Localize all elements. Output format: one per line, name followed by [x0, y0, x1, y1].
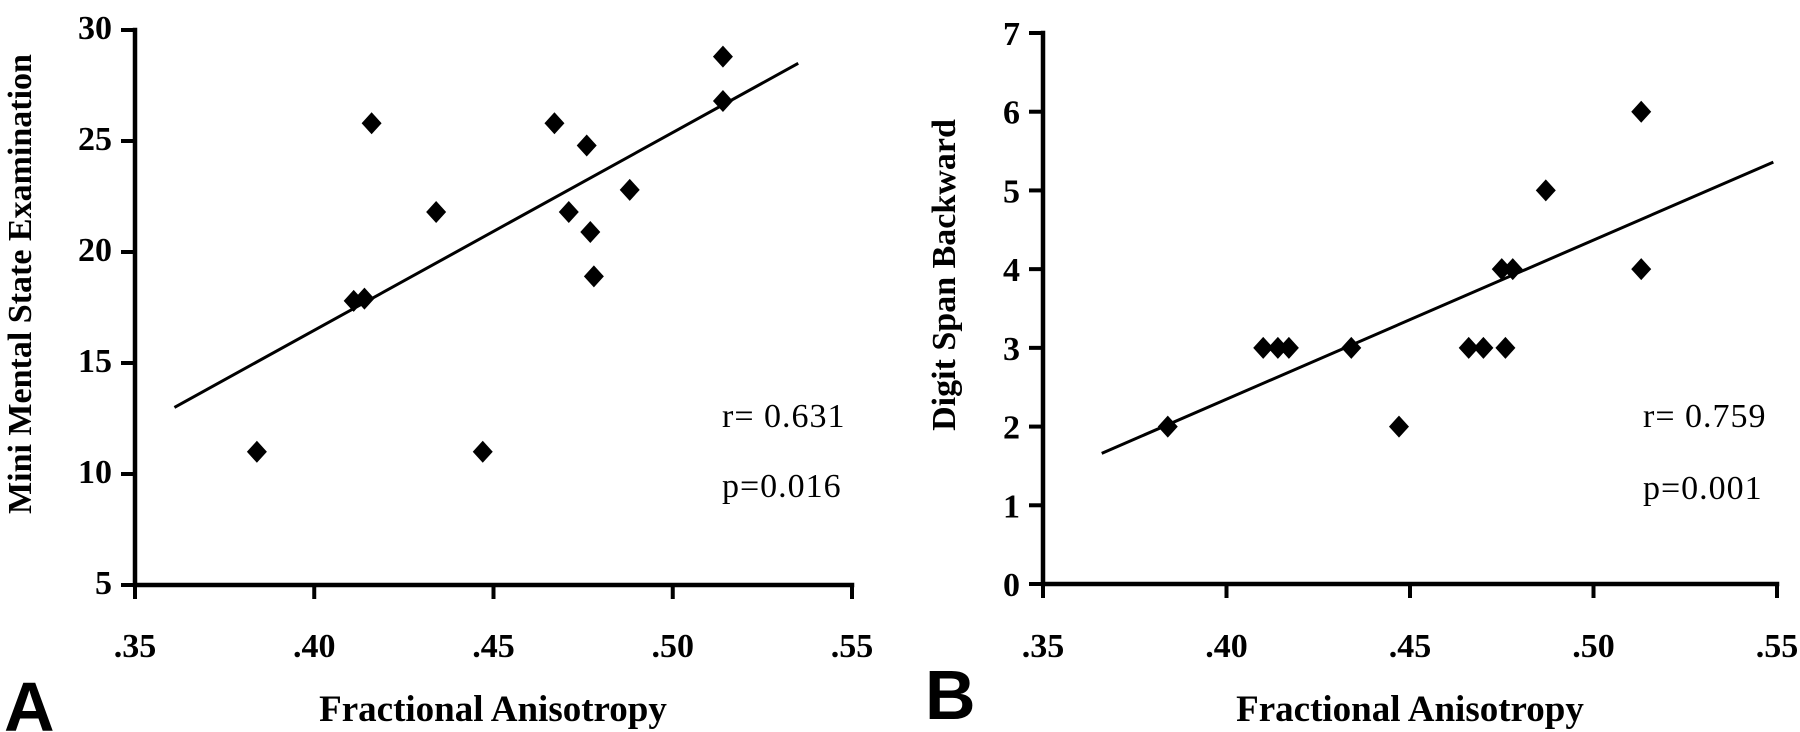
panel-a-data-point — [354, 287, 375, 310]
panel-b-y-axis-title: Digit Span Backward — [926, 119, 963, 431]
panel-b-x-tick-label: .40 — [1205, 628, 1248, 665]
panel-a-trend-line — [173, 61, 799, 409]
panel-b-data-point — [1341, 336, 1362, 359]
panel-b-pvalue-annotation: p=0.001 — [1643, 470, 1763, 507]
panel-a-data-point — [712, 90, 733, 113]
panel-a-data-point — [619, 178, 640, 201]
panel-a-data-point — [544, 112, 565, 135]
panel-a-x-axis-title: Fractional Anisotropy — [319, 689, 667, 730]
panel-a-data-point — [583, 265, 604, 288]
panel-a-x-tick-label: .35 — [114, 628, 157, 665]
panel-b-x-tick-label: .55 — [1756, 628, 1799, 665]
panel-a-correlation-annotation: r= 0.631 — [722, 398, 846, 435]
panel-b-data-point — [1502, 258, 1523, 281]
panel-b-y-tick-label: 1 — [1003, 488, 1020, 525]
panel-a-data-point — [558, 201, 579, 224]
panel-a-x-tick-label: .55 — [831, 628, 874, 665]
panel-b-data-point — [1535, 179, 1556, 202]
panel-b-correlation-annotation: r= 0.759 — [1643, 398, 1767, 435]
panel-a-data-point — [576, 134, 597, 157]
panel-a-data-point — [580, 221, 601, 244]
panel-b-y-tick-label: 4 — [1003, 252, 1020, 289]
panel-b-data-point — [1278, 336, 1299, 359]
panel-a-y-tick-label: 20 — [78, 232, 112, 269]
panel-a-y-tick-label: 30 — [78, 10, 112, 47]
panel-b-data-point — [1491, 258, 1512, 281]
panel-b-data-point — [1458, 336, 1479, 359]
panel-b-trend-line — [1101, 160, 1774, 455]
panel-a-data-point — [472, 440, 493, 463]
panel-b-data-point — [1157, 415, 1178, 438]
panel-a-x-tick-label: .40 — [293, 628, 336, 665]
panel-b-data-point — [1495, 336, 1516, 359]
panel-a-y-tick-label: 10 — [78, 454, 112, 491]
panel-b-data-point — [1631, 100, 1652, 123]
panel-b-data-point — [1631, 258, 1652, 281]
panel-a-y-tick-label: 15 — [78, 343, 112, 380]
panel-b-y-tick-label: 2 — [1003, 410, 1020, 447]
panel-a-y-tick-label: 5 — [95, 565, 112, 602]
panel-a-y-axis-title: Mini Mental State Examination — [2, 54, 39, 514]
panel-a-plot: 5 10 15 20 25 30 .35 .40 .45 .50 .55 — [78, 10, 873, 665]
panel-a-data-point — [361, 112, 382, 135]
panel-a-data-point — [246, 440, 267, 463]
panel-a-pvalue-annotation: p=0.016 — [722, 468, 842, 505]
panel-b-x-axis-title: Fractional Anisotropy — [1236, 689, 1584, 730]
panel-b-data-point — [1267, 336, 1288, 359]
panel-b-y-tick-label: 5 — [1003, 173, 1020, 210]
panel-b-y-tick-label: 7 — [1003, 16, 1020, 53]
panel-b-x-tick-label: .35 — [1022, 628, 1065, 665]
panel-a-x-tick-label: .50 — [652, 628, 695, 665]
panel-a-y-tick-label: 25 — [78, 121, 112, 158]
panel-b-y-tick-label: 3 — [1003, 331, 1020, 368]
panel-a-data-point — [712, 45, 733, 68]
panel-a-label: A — [4, 668, 55, 732]
panel-a-data-point — [426, 201, 447, 224]
panel-b-label: B — [925, 656, 976, 732]
panel-b-x-tick-label: .50 — [1572, 628, 1615, 665]
panel-a-x-tick-label: .45 — [472, 628, 515, 665]
panel-b-data-point — [1473, 336, 1494, 359]
panel-b-x-tick-label: .45 — [1389, 628, 1432, 665]
panel-b-y-tick-label: 6 — [1003, 95, 1020, 132]
panel-b-y-tick-label: 0 — [1003, 567, 1020, 604]
panel-b-data-point — [1388, 415, 1409, 438]
panel-b-data-point — [1253, 336, 1274, 359]
panel-b-plot: 0 1 2 3 4 5 6 7 .35 .40 .45 .50 .55 — [1003, 16, 1798, 665]
